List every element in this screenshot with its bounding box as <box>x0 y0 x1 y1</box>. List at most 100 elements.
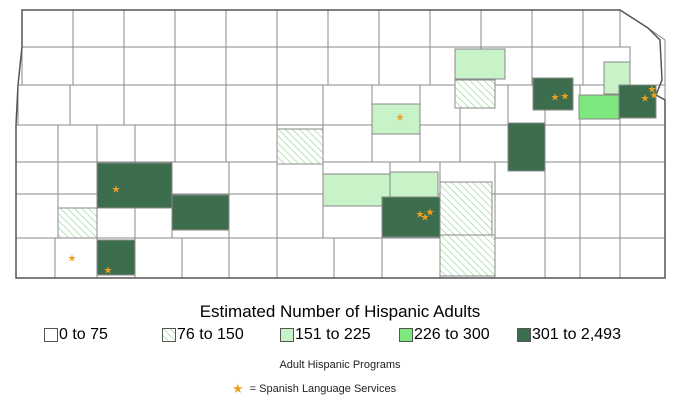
county-cell <box>57 124 98 163</box>
program-star-icon: ★ <box>551 93 560 104</box>
county-cell <box>429 9 482 48</box>
legend-swatch-dark-green <box>517 328 531 342</box>
program-star-icon: ★ <box>68 254 77 265</box>
county-cell-shaded <box>532 77 574 111</box>
county-cell <box>276 193 324 239</box>
legend-row: 0 to 75 76 to 150 151 to 225 226 to 300 … <box>44 326 644 348</box>
program-star-icon: ★ <box>396 113 405 124</box>
county-cell <box>582 9 621 48</box>
county-cell <box>322 84 373 126</box>
county-cell-shaded <box>507 122 546 172</box>
legend-label: 226 to 300 <box>414 326 490 343</box>
county-cell <box>459 124 509 163</box>
county-cell <box>619 124 666 163</box>
county-cell-shaded <box>439 234 496 277</box>
state-border <box>15 9 666 279</box>
county-cell <box>57 161 98 195</box>
county-cell <box>419 124 461 163</box>
county-cell <box>171 161 230 195</box>
county-cell <box>619 161 666 195</box>
county-cell <box>174 46 227 86</box>
county-cell <box>381 237 441 279</box>
county-cell <box>378 9 431 48</box>
program-star-icon: ★ <box>650 91 659 102</box>
county-cell-shaded <box>618 84 657 119</box>
county-cell-shaded <box>454 48 506 80</box>
legend-swatch-white <box>44 328 58 342</box>
programs-title: Adult Hispanic Programs <box>279 359 401 371</box>
legend-item-151-to-225: 151 to 225 <box>280 326 371 344</box>
county-cell <box>123 84 176 126</box>
county-cell <box>276 237 335 279</box>
county-cell <box>276 161 324 195</box>
county-cell <box>96 124 136 163</box>
county-cell <box>181 237 230 279</box>
county-cell <box>419 84 461 126</box>
legend-item-76-to-150: 76 to 150 <box>162 326 244 344</box>
county-cell <box>225 84 278 126</box>
legend-label: 0 to 75 <box>59 326 108 343</box>
county-cell <box>134 124 176 163</box>
county-cell-shaded <box>381 196 441 238</box>
star-legend: ★ = Spanish Language Services <box>232 381 396 397</box>
county-cell <box>17 84 71 126</box>
county-cell-shaded <box>439 181 493 236</box>
county-cell <box>579 193 621 239</box>
county-grid <box>15 9 666 279</box>
county-cell <box>225 124 278 163</box>
county-cell <box>322 124 373 163</box>
county-cell <box>69 84 125 126</box>
county-cell <box>15 237 56 279</box>
county-cell <box>544 161 581 195</box>
county-cell <box>174 84 227 126</box>
county-cell <box>494 237 546 279</box>
county-cell-shaded <box>322 173 391 207</box>
county-cell-shaded <box>57 207 98 239</box>
legend-item-301-to-2493: 301 to 2,493 <box>517 326 621 344</box>
county-cell <box>54 237 98 279</box>
program-star-icon: ★ <box>112 185 121 196</box>
county-cell <box>15 161 59 195</box>
county-cell-shaded <box>96 162 173 209</box>
county-cell <box>225 9 278 48</box>
legend-label: 301 to 2,493 <box>532 326 621 343</box>
county-cell <box>123 46 176 86</box>
county-cell <box>544 124 581 163</box>
county-cell-shaded <box>96 239 136 276</box>
county-cell <box>134 237 183 279</box>
county-cell <box>333 237 383 279</box>
state-outline <box>15 9 666 279</box>
county-cell <box>174 124 227 163</box>
county-cell <box>579 237 621 279</box>
county-cell <box>327 9 380 48</box>
county-cell <box>619 237 666 279</box>
county-cell-shaded <box>454 79 496 109</box>
county-cell <box>619 193 666 239</box>
program-star-icon: ★ <box>648 85 657 96</box>
county-cell <box>225 46 278 86</box>
county-cell <box>228 193 278 239</box>
kansas-county-map: ★★★★★★★★ ★★★ ★ <box>15 9 666 279</box>
program-star-icon: ★ <box>104 266 113 277</box>
star-icon: ★ <box>232 381 244 396</box>
program-star-icon: ★ <box>561 92 570 103</box>
county-cell <box>72 9 125 48</box>
county-cell <box>228 161 278 195</box>
star-legend-label: = Spanish Language Services <box>249 383 397 395</box>
program-star-icon: ★ <box>421 213 430 224</box>
county-cell <box>378 46 431 86</box>
county-cell <box>15 124 59 163</box>
program-star-icon: ★ <box>416 210 425 221</box>
county-cell <box>228 237 278 279</box>
legend-swatch-green <box>399 328 413 342</box>
county-cell <box>72 46 125 86</box>
county-cell <box>327 46 380 86</box>
county-cell-shaded <box>276 128 324 165</box>
county-cell <box>531 9 584 48</box>
county-cell <box>21 9 74 48</box>
county-cell-shaded <box>389 171 439 198</box>
program-star-icon: ★ <box>641 94 650 105</box>
legend-swatch-light-green <box>280 328 294 342</box>
program-star-icon: ★ <box>426 208 435 219</box>
county-cell <box>544 237 581 279</box>
